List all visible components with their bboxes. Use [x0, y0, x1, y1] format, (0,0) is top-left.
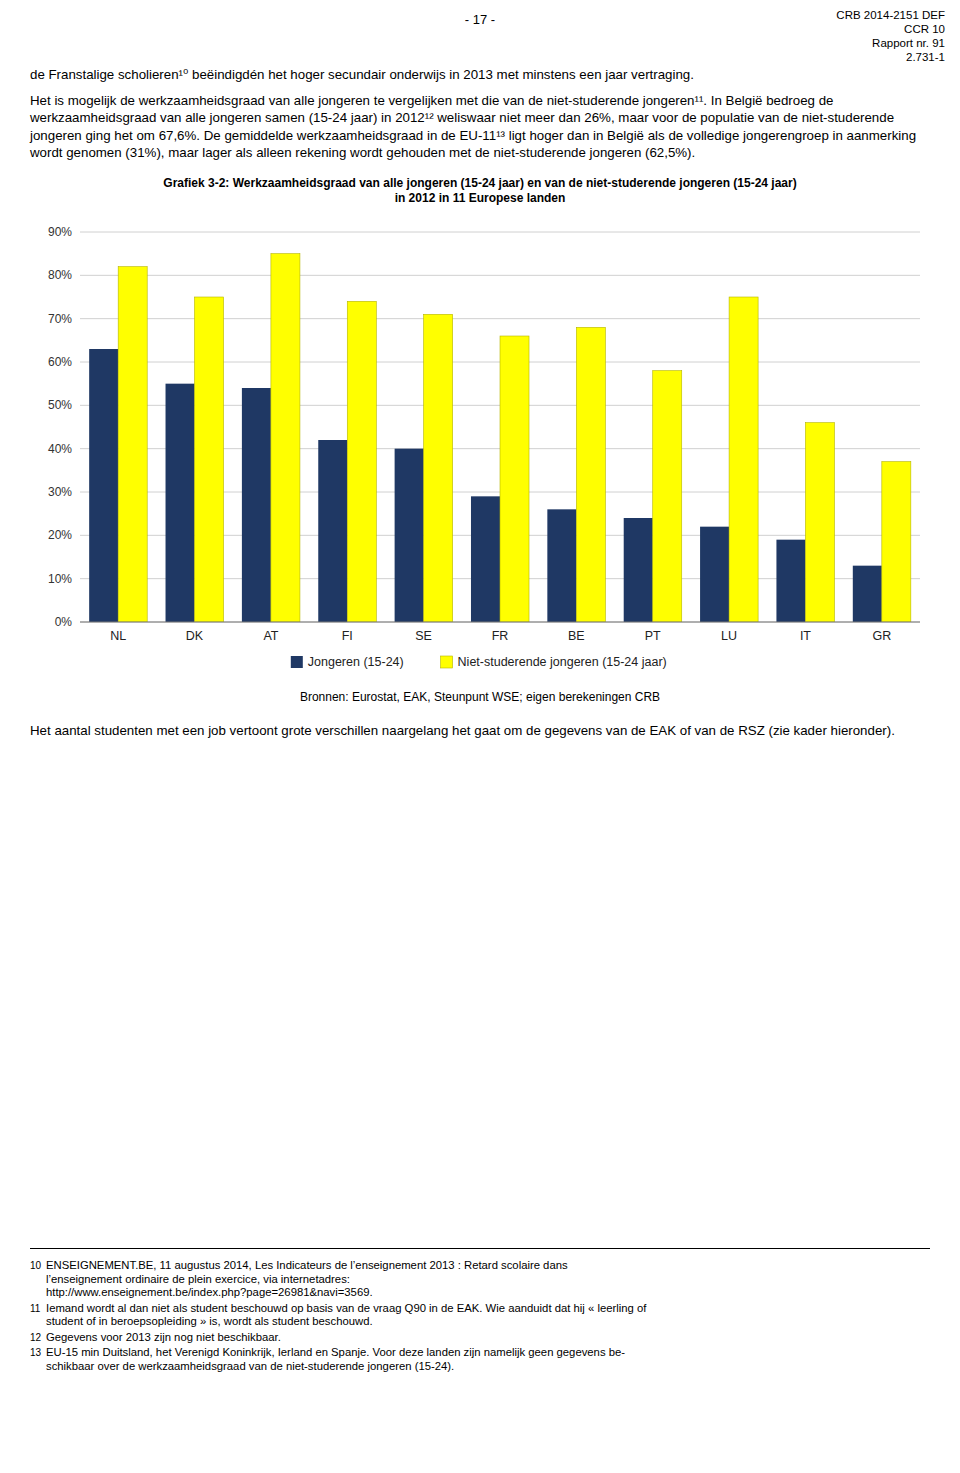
- bar: [805, 422, 834, 621]
- footnote-line: EU-15 min Duitsland, het Verenigd Konink…: [46, 1346, 625, 1360]
- page-number: - 17 -: [0, 12, 960, 27]
- bar: [424, 314, 453, 622]
- y-tick-label: 40%: [48, 441, 72, 455]
- footnote: 10ENSEIGNEMENT.BE, 11 augustus 2014, Les…: [30, 1259, 930, 1300]
- x-axis: [80, 621, 920, 622]
- footnote-number: 12: [30, 1331, 46, 1345]
- y-tick-label: 20%: [48, 528, 72, 542]
- x-tick-label: IT: [800, 629, 811, 643]
- bar: [882, 461, 911, 621]
- x-tick-label: FR: [492, 629, 509, 643]
- y-tick-label: 90%: [48, 225, 72, 239]
- bar-chart: 0% 10% 20% 30% 40% 50% 60% 70% 80% 90% NL DK AT FI SE F…: [30, 216, 930, 686]
- bar: [729, 297, 758, 622]
- bar: [89, 349, 118, 622]
- footnote-number: 11: [30, 1302, 46, 1329]
- footnote-line: schikbaar over de werkzaamheidsgraad van…: [46, 1360, 625, 1374]
- bar: [776, 539, 805, 621]
- content: de Franstalige scholieren¹⁰ beëindigdén …: [30, 66, 930, 747]
- bar: [271, 253, 300, 621]
- x-tick-label: NL: [110, 629, 126, 643]
- footnote-line: Gegevens voor 2013 zijn nog niet beschik…: [46, 1331, 281, 1345]
- legend-label: Niet-studerende jongeren (15-24 jaar): [458, 655, 667, 669]
- bar: [347, 301, 376, 622]
- x-tick-label: BE: [568, 629, 585, 643]
- y-tick-label: 70%: [48, 311, 72, 325]
- x-tick-label: LU: [721, 629, 737, 643]
- header-line: Rapport nr. 91: [836, 36, 945, 50]
- grid-line: [80, 274, 920, 275]
- bar: [118, 266, 147, 621]
- header-right: CRB 2014-2151 DEFCCR 10Rapport nr. 912.7…: [836, 8, 945, 64]
- x-tick-label: FI: [342, 629, 353, 643]
- y-tick-label: 80%: [48, 268, 72, 282]
- y-tick-label: 10%: [48, 571, 72, 585]
- legend-swatch: [441, 656, 453, 668]
- bar: [395, 448, 424, 621]
- body-paragraph: Het is mogelijk de werkzaamheidsgraad va…: [30, 92, 930, 162]
- body-paragraph: Het aantal studenten met een job vertoon…: [30, 722, 930, 740]
- source: Bronnen: Eurostat, EAK, Steunpunt WSE; e…: [30, 690, 930, 704]
- footnote-number: 10: [30, 1259, 46, 1300]
- footnote-line: student of in beroepsopleiding » is, wor…: [46, 1315, 646, 1329]
- header-line: CRB 2014-2151 DEF: [836, 8, 945, 22]
- chart-subtitle: in 2012 in 11 Europese landen: [30, 191, 930, 206]
- bar: [653, 370, 682, 621]
- x-tick-label: PT: [645, 629, 661, 643]
- x-tick-label: SE: [415, 629, 432, 643]
- bars: [89, 253, 911, 621]
- grid-line: [80, 231, 920, 232]
- body-paragraph: de Franstalige scholieren¹⁰ beëindigdén …: [30, 66, 930, 84]
- x-tick-label: GR: [872, 629, 891, 643]
- chart-title: Grafiek 3-2: Werkzaamheidsgraad van alle…: [30, 176, 930, 191]
- footnote-line: Iemand wordt al dan niet als student bes…: [46, 1302, 646, 1316]
- bar: [500, 336, 529, 622]
- header-line: 2.731-1: [836, 50, 945, 64]
- footnote-body: EU-15 min Duitsland, het Verenigd Konink…: [46, 1346, 625, 1373]
- bar: [195, 297, 224, 622]
- footnote: 12Gegevens voor 2013 zijn nog niet besch…: [30, 1331, 930, 1345]
- bar: [624, 518, 653, 622]
- footnote: 11Iemand wordt al dan niet als student b…: [30, 1302, 930, 1329]
- grid-line: [80, 621, 920, 622]
- bar: [318, 440, 347, 622]
- footnote-line: l’enseignement ordinaire de plein exerci…: [46, 1273, 568, 1287]
- bar: [471, 496, 500, 622]
- x-tick-label: DK: [186, 629, 204, 643]
- footnote-line: http://www.enseignement.be/index.php?pag…: [46, 1286, 568, 1300]
- x-tick-label: AT: [263, 629, 278, 643]
- header-line: CCR 10: [836, 22, 945, 36]
- footnote-body: Gegevens voor 2013 zijn nog niet beschik…: [46, 1331, 281, 1345]
- bar: [700, 526, 729, 621]
- y-tick-label: 30%: [48, 485, 72, 499]
- footnote-body: ENSEIGNEMENT.BE, 11 augustus 2014, Les I…: [46, 1259, 568, 1300]
- legend-label: Jongeren (15-24): [308, 655, 404, 669]
- y-tick-label: 0%: [55, 615, 73, 629]
- bar: [242, 388, 271, 622]
- y-tick-label: 50%: [48, 398, 72, 412]
- legend-swatch: [291, 656, 303, 668]
- footnotes: 10ENSEIGNEMENT.BE, 11 augustus 2014, Les…: [30, 1248, 930, 1375]
- legend-item: Niet-studerende jongeren (15-24 jaar): [441, 655, 667, 669]
- bar: [547, 509, 576, 622]
- bar: [853, 565, 882, 621]
- legend-item: Jongeren (15-24): [291, 655, 404, 669]
- bar: [166, 383, 195, 621]
- legend: Jongeren (15-24) Niet-studerende jongeren…: [291, 655, 667, 669]
- bar: [576, 327, 605, 622]
- footnote-number: 13: [30, 1346, 46, 1373]
- footnote-body: Iemand wordt al dan niet als student bes…: [46, 1302, 646, 1329]
- y-tick-label: 60%: [48, 355, 72, 369]
- footnote-line: ENSEIGNEMENT.BE, 11 augustus 2014, Les I…: [46, 1259, 568, 1273]
- footnote: 13EU-15 min Duitsland, het Verenigd Koni…: [30, 1346, 930, 1373]
